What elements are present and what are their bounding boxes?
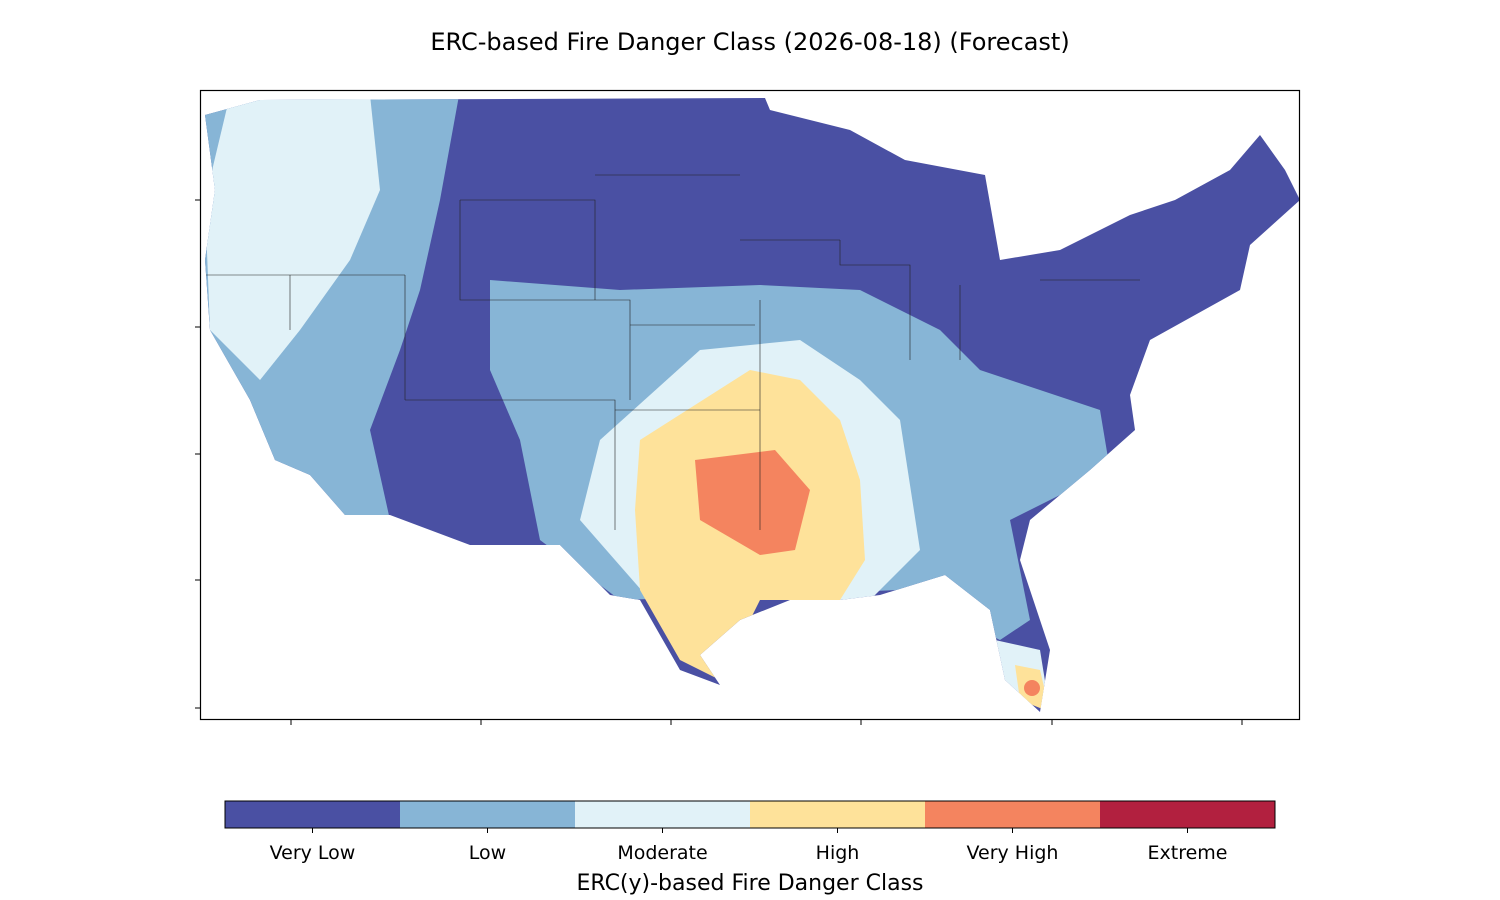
colorbar-label: ERC(y)-based Fire Danger Class	[576, 871, 923, 896]
title: ERC-based Fire Danger Class (2026-08-18)…	[430, 28, 1069, 56]
colorbar-swatch	[400, 801, 575, 828]
colorbar-swatch	[925, 801, 1100, 828]
colorbar: Very Low Low Moderate High Very High Extreme	[224, 800, 1276, 864]
colorbar-class-label: Extreme	[1148, 842, 1228, 864]
colorbar-swatch	[575, 801, 750, 828]
colorbar-frame	[224, 800, 1276, 829]
colorbar-swatch	[225, 801, 400, 828]
colorbar-swatch	[750, 801, 925, 828]
colorbar-swatch	[1100, 801, 1275, 828]
axis-ticks	[195, 199, 1243, 725]
danger-map	[205, 98, 1300, 712]
state-borders	[205, 174, 1140, 530]
colorbar-class-label: Very Low	[270, 842, 356, 864]
map-frame	[199, 89, 1301, 721]
colorbar-class-label: Low	[469, 842, 506, 864]
colorbar-class-label: Very High	[967, 842, 1059, 864]
colorbar-class-label: Moderate	[617, 842, 707, 864]
region-very-high	[1024, 680, 1040, 696]
region-very-high	[695, 450, 810, 555]
colorbar-class-label: High	[816, 842, 860, 864]
region-moderate	[205, 98, 380, 380]
